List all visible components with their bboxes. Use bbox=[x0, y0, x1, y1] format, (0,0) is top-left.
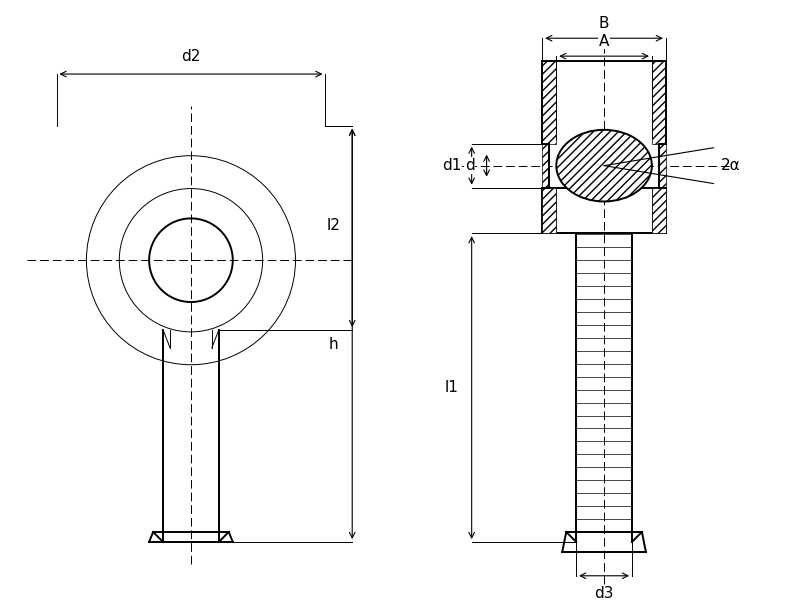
Polygon shape bbox=[542, 144, 550, 188]
Text: l1: l1 bbox=[445, 380, 458, 395]
Text: 2α: 2α bbox=[721, 158, 740, 173]
Text: h: h bbox=[329, 338, 338, 352]
Text: d2: d2 bbox=[182, 49, 201, 63]
Polygon shape bbox=[652, 188, 666, 233]
Polygon shape bbox=[542, 188, 556, 233]
Text: l2: l2 bbox=[326, 218, 340, 233]
Text: d3: d3 bbox=[594, 586, 614, 601]
Text: A: A bbox=[599, 34, 610, 49]
Text: B: B bbox=[599, 16, 610, 31]
Text: d1: d1 bbox=[442, 158, 462, 173]
Polygon shape bbox=[659, 144, 666, 188]
Polygon shape bbox=[542, 61, 556, 144]
Ellipse shape bbox=[556, 130, 652, 202]
Text: d: d bbox=[465, 158, 474, 173]
Polygon shape bbox=[652, 61, 666, 144]
